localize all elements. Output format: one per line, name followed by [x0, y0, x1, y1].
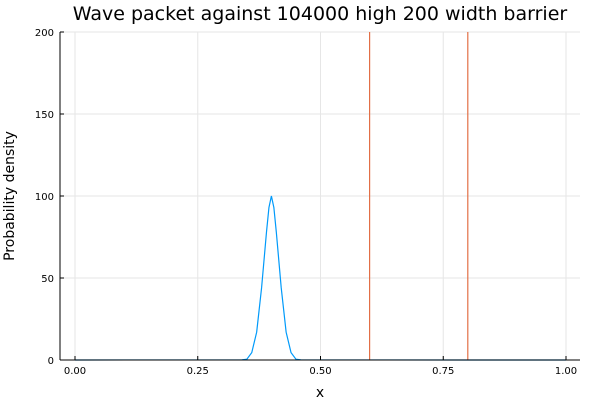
chart-title: Wave packet against 104000 high 200 widt…: [73, 3, 568, 25]
x-tick-label: 1.00: [555, 366, 577, 377]
x-axis-label: x: [316, 385, 324, 400]
y-tick-label: 100: [35, 192, 54, 203]
y-tick-label: 200: [35, 28, 54, 39]
y-tick-label: 0: [48, 356, 54, 367]
x-tick-label: 0.25: [187, 366, 209, 377]
x-tick-label: 0.75: [432, 366, 454, 377]
y-tick-label: 50: [41, 274, 54, 285]
grid: [60, 31, 580, 361]
y-ticks: 0 50 100 150 200: [35, 28, 64, 367]
barrier-layer: [369, 32, 469, 360]
x-ticks: 0.00 0.25 0.50 0.75 1.00: [64, 356, 577, 377]
y-axis-label: Probability density: [2, 131, 18, 261]
x-tick-label: 0.00: [64, 366, 86, 377]
y-tick-label: 150: [35, 110, 54, 121]
x-tick-label: 0.50: [309, 366, 331, 377]
